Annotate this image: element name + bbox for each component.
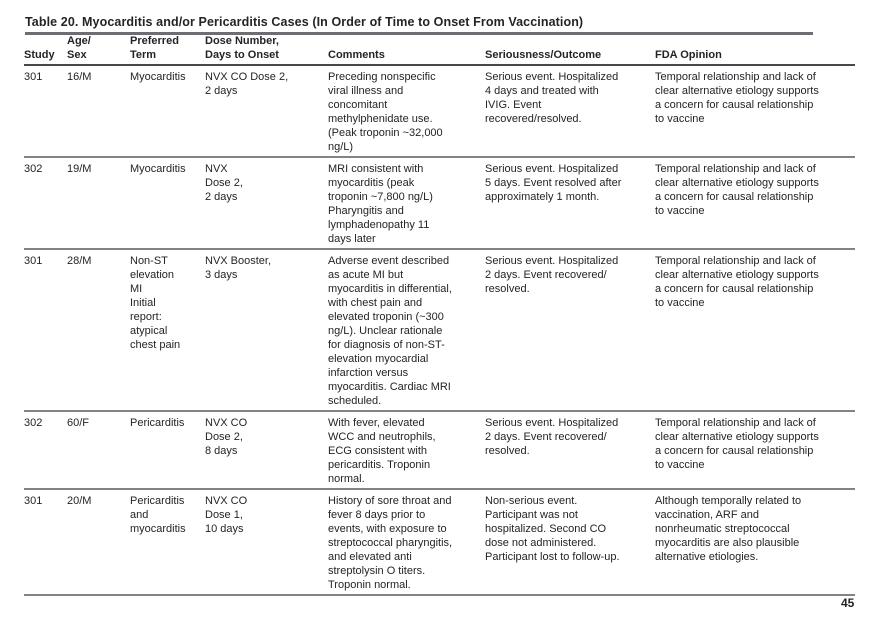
col-header-dose-number: Dose Number, Days to Onset [205,34,328,66]
cell-preferred-term: Myocarditis [130,157,205,250]
cell-preferred-term: Myocarditis [130,65,205,158]
cell-age-sex: 19/M [67,157,130,250]
cell-seriousness-outcome: Non-serious event. Participant was not h… [485,489,655,596]
cell-fda-opinion: Temporal relationship and lack of clear … [655,65,855,158]
cell-dose-number: NVX Booster, 3 days [205,249,328,412]
table-row: 301 28/M Non-ST elevation MI Initial rep… [24,249,855,412]
cell-dose-number: NVX CO Dose 2, 8 days [205,411,328,490]
table-title: Table 20. Myocarditis and/or Pericarditi… [25,15,813,35]
cell-dose-number: NVX CO Dose 2, 2 days [205,65,328,158]
cell-comments: Preceding nonspecific viral illness and … [328,65,485,158]
col-header-age-sex: Age/ Sex [67,34,130,66]
cell-comments: Adverse event described as acute MI but … [328,249,485,412]
cell-study: 302 [24,157,67,250]
table-row: 301 16/M Myocarditis NVX CO Dose 2, 2 da… [24,65,855,158]
cell-fda-opinion: Although temporally related to vaccinati… [655,489,855,596]
cell-study: 301 [24,249,67,412]
cell-comments: History of sore throat and fever 8 days … [328,489,485,596]
cell-preferred-term: Non-ST elevation MI Initial report: atyp… [130,249,205,412]
col-header-comments: Comments [328,34,485,66]
cell-dose-number: NVX Dose 2, 2 days [205,157,328,250]
cell-age-sex: 60/F [67,411,130,490]
cell-age-sex: 16/M [67,65,130,158]
cell-preferred-term: Pericarditis [130,411,205,490]
cell-comments: MRI consistent with myocarditis (peak tr… [328,157,485,250]
cell-study: 302 [24,411,67,490]
col-header-fda-opinion: FDA Opinion [655,34,855,66]
cell-study: 301 [24,489,67,596]
cell-seriousness-outcome: Serious event. Hospitalized 5 days. Even… [485,157,655,250]
table-row: 302 60/F Pericarditis NVX CO Dose 2, 8 d… [24,411,855,490]
cell-study: 301 [24,65,67,158]
cell-comments: With fever, elevated WCC and neutrophils… [328,411,485,490]
table-row: 302 19/M Myocarditis NVX Dose 2, 2 days … [24,157,855,250]
col-header-preferred-term: Preferred Term [130,34,205,66]
col-header-study: Study [24,34,67,66]
col-header-seriousness-outcome: Seriousness/Outcome [485,34,655,66]
cell-fda-opinion: Temporal relationship and lack of clear … [655,249,855,412]
page-number: 45 [841,596,855,610]
cell-seriousness-outcome: Serious event. Hospitalized 2 days. Even… [485,249,655,412]
cell-age-sex: 28/M [67,249,130,412]
cell-fda-opinion: Temporal relationship and lack of clear … [655,157,855,250]
cell-preferred-term: Pericarditis and myocarditis [130,489,205,596]
cell-seriousness-outcome: Serious event. Hospitalized 2 days. Even… [485,411,655,490]
cell-seriousness-outcome: Serious event. Hospitalized 4 days and t… [485,65,655,158]
table-row: 301 20/M Pericarditis and myocarditis NV… [24,489,855,596]
cell-fda-opinion: Temporal relationship and lack of clear … [655,411,855,490]
table-header-row: Study Age/ Sex Preferred Term Dose Numbe… [24,34,855,66]
cases-table: Study Age/ Sex Preferred Term Dose Numbe… [24,34,855,596]
cell-age-sex: 20/M [67,489,130,596]
cell-dose-number: NVX CO Dose 1, 10 days [205,489,328,596]
